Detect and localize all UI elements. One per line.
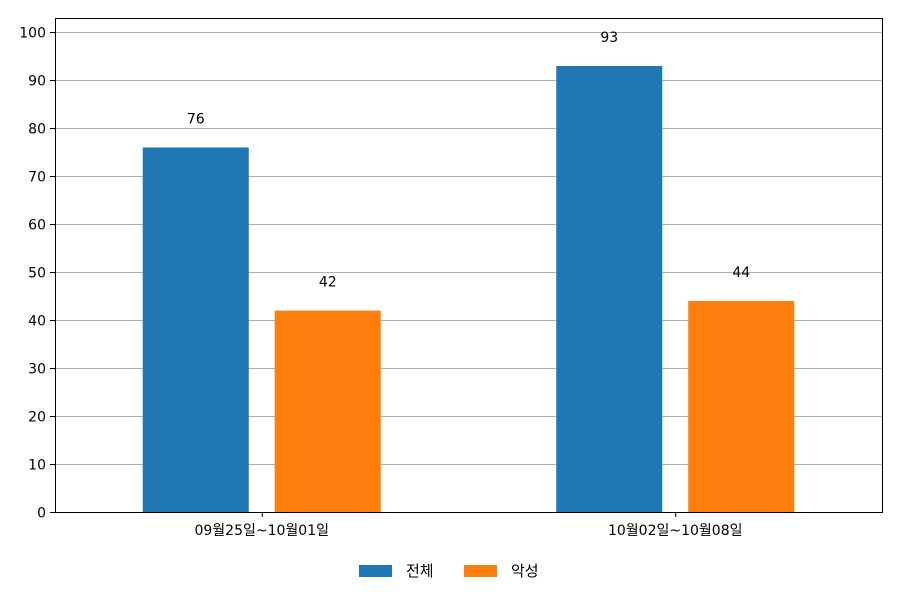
legend-swatch [359, 565, 392, 577]
bar [688, 300, 795, 512]
legend-label: 전체 [406, 562, 434, 580]
bar-value-label: 76 [187, 111, 205, 127]
y-tick-label: 70 [28, 170, 46, 186]
y-tick-label: 30 [28, 362, 46, 378]
bar [142, 147, 249, 512]
axes: 0 10 20 30 40 50 60 70 80 90 100 09월25일~10월01일 10월02… [19, 26, 742, 540]
y-tick-label: 10 [28, 458, 46, 474]
bar-value-label: 93 [600, 30, 618, 46]
legend: 전체 악성 [359, 562, 539, 580]
legend-swatch [464, 565, 497, 577]
bar [556, 65, 663, 512]
y-tick-label: 50 [28, 266, 46, 282]
x-tick-label: 09월25일~10월01일 [194, 523, 329, 539]
y-tick-label: 20 [28, 410, 46, 426]
legend-label: 악성 [511, 562, 539, 580]
bar-value-label: 44 [732, 265, 750, 281]
plot-frame [55, 18, 883, 513]
y-tick-label: 0 [37, 506, 46, 522]
data-labels: 76 42 93 44 [187, 30, 750, 291]
y-tick-label: 90 [28, 74, 46, 90]
bar [274, 310, 381, 512]
y-tick-label: 80 [28, 122, 46, 138]
x-tick-label: 10월02일~10월08일 [608, 523, 743, 539]
y-tick-label: 40 [28, 314, 46, 330]
y-tick-label: 60 [28, 218, 46, 234]
bars [142, 65, 795, 512]
bar-value-label: 42 [319, 275, 337, 291]
y-tick-label: 100 [19, 26, 46, 42]
